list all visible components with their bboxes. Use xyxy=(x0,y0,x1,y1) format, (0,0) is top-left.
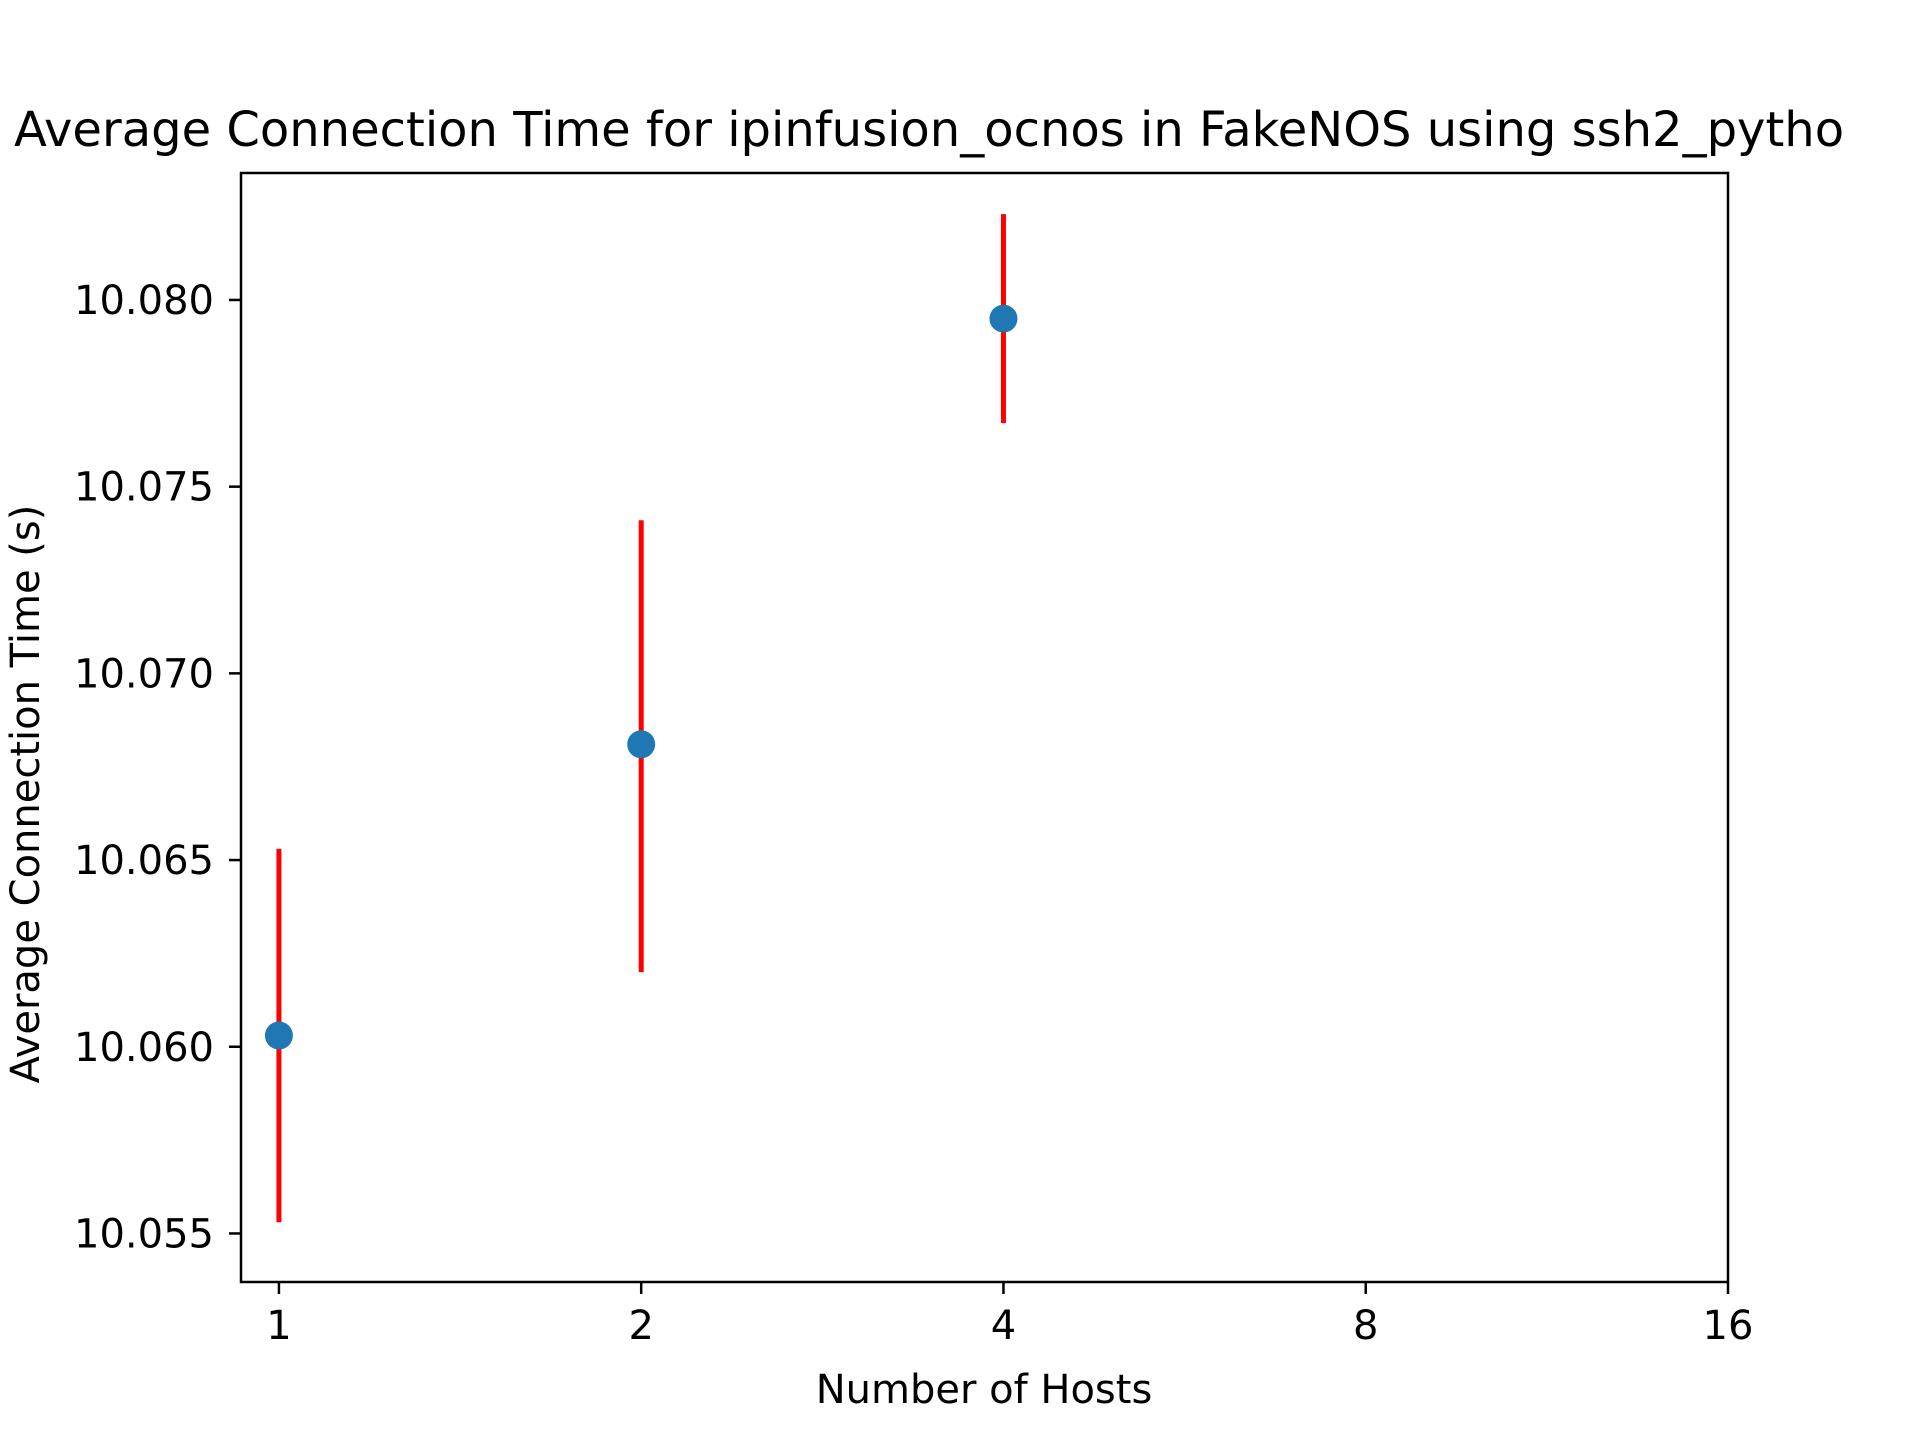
x-tick-label: 2 xyxy=(628,1303,653,1349)
y-tick-label: 10.065 xyxy=(74,838,214,884)
data-point xyxy=(264,1021,293,1050)
x-tick-label: 1 xyxy=(266,1303,291,1349)
y-tick-label: 10.080 xyxy=(74,278,214,324)
data-point xyxy=(989,304,1018,333)
y-tick-label: 10.075 xyxy=(74,465,214,511)
x-tick-label: 4 xyxy=(991,1303,1016,1349)
x-tick-label: 16 xyxy=(1703,1303,1754,1349)
y-tick-label: 10.060 xyxy=(74,1025,214,1071)
y-tick-label: 10.070 xyxy=(74,651,214,697)
plot-frame xyxy=(239,171,1730,1284)
y-axis-label: Average Connection Time (s) xyxy=(3,505,49,1084)
y-tick-label: 10.055 xyxy=(74,1211,214,1257)
plot-area: 1 2 4 8 16 10.055 10.060 10.065 10.070 10.075 10.0… xyxy=(74,171,1754,1349)
data-point xyxy=(627,730,656,759)
x-tick-label: 8 xyxy=(1353,1303,1378,1349)
x-axis-label: Number of Hosts xyxy=(816,1367,1153,1413)
chart-title: Average Connection Time for ipinfusion_o… xyxy=(14,102,1844,158)
